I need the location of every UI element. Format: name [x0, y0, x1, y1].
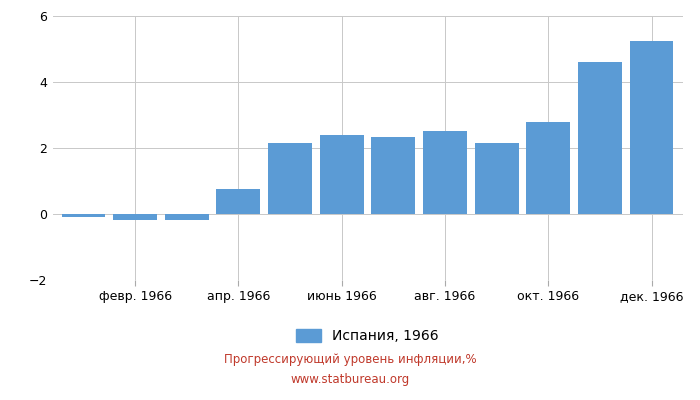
Text: Прогрессирующий уровень инфляции,%
www.statbureau.org: Прогрессирующий уровень инфляции,% www.s… — [224, 353, 476, 386]
Bar — [372, 138, 415, 214]
Bar — [113, 214, 157, 220]
Bar — [629, 41, 673, 214]
Bar — [268, 143, 312, 214]
Bar — [216, 189, 260, 214]
Bar — [164, 214, 209, 220]
Bar — [62, 214, 106, 217]
Bar — [475, 143, 519, 214]
Bar — [423, 131, 467, 214]
Bar — [578, 62, 622, 214]
Bar — [526, 122, 570, 214]
Legend: Испания, 1966: Испания, 1966 — [296, 329, 439, 343]
Bar — [320, 136, 363, 214]
